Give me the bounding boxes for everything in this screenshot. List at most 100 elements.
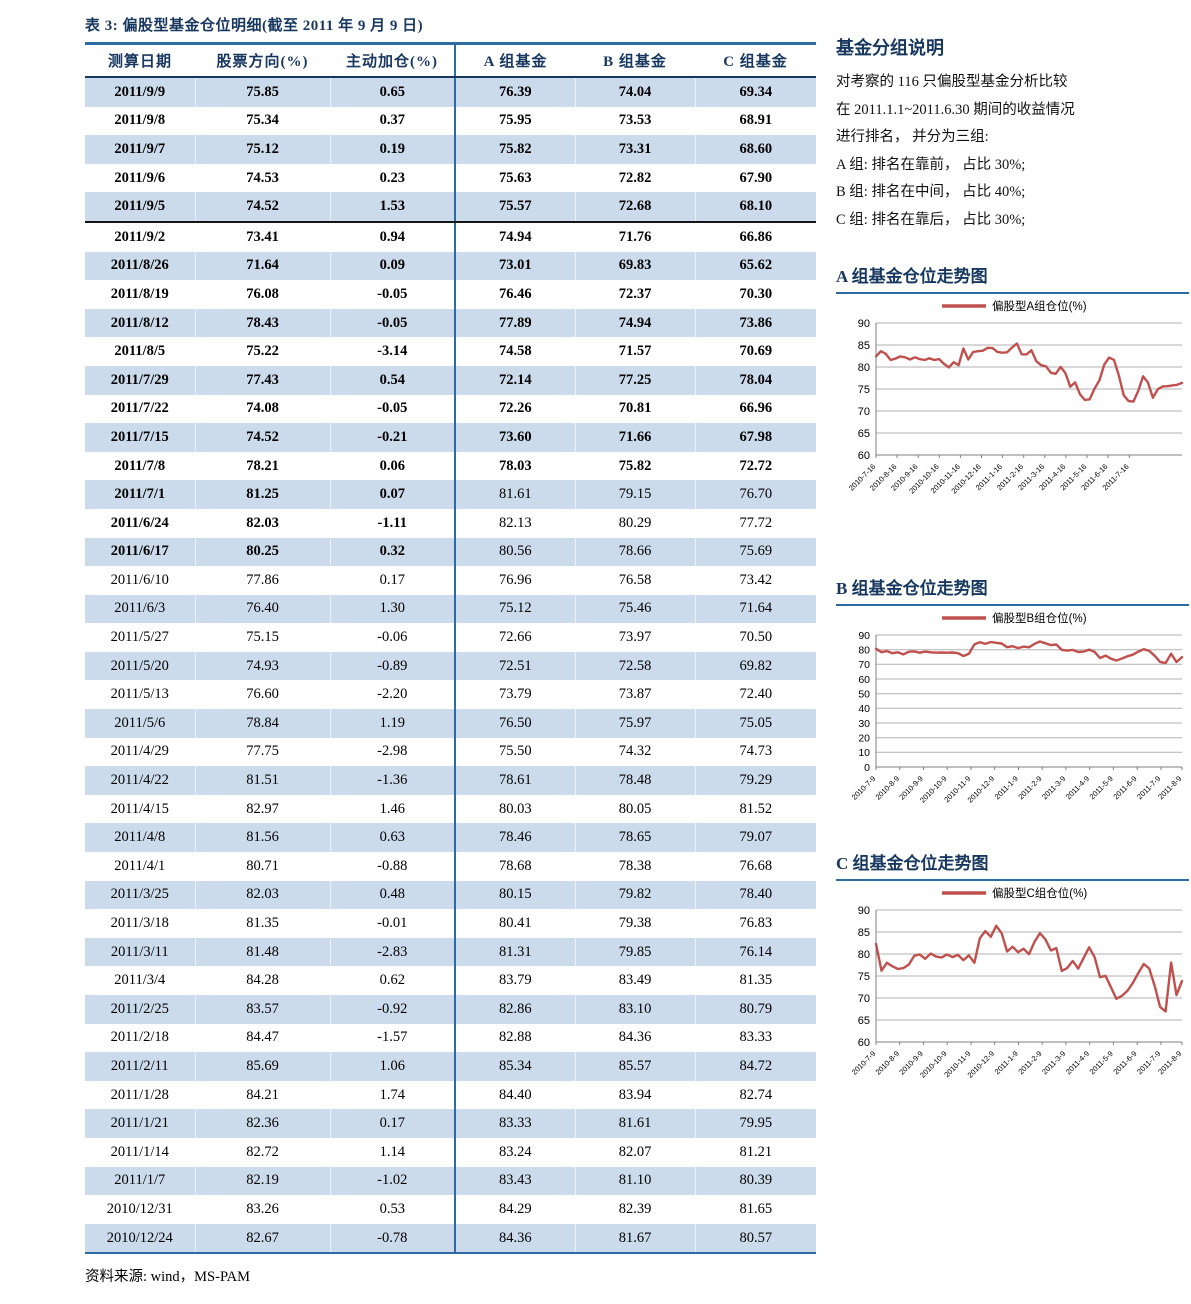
value-cell: 70.69 — [739, 343, 773, 360]
value-cell: 75.63 — [454, 163, 576, 193]
value-cell: 73.60 — [454, 423, 576, 452]
value-cell: 76.58 — [575, 566, 696, 595]
value-cell: 72.58 — [575, 651, 696, 681]
value-cell: 75.82 — [575, 451, 696, 481]
value-cell: 82.13 — [454, 508, 576, 538]
table-row: 2011/1/21 82.36 0.17 83.33 81.61 79.95 — [85, 1109, 816, 1138]
table-row: 2011/7/22 74.08 -0.05 72.26 70.81 66.96 — [85, 394, 816, 424]
right-panel: 基金分组说明 对考察的 116 只偏股型基金分析比较 在 2011.1.1~20… — [836, 28, 1189, 1288]
value-cell: -1.11 — [330, 508, 456, 538]
table-row: 2011/8/26 71.64 0.09 73.01 69.83 65.62 — [85, 251, 816, 281]
value-cell: 68.91 — [739, 112, 773, 129]
value-cell: 70.81 — [575, 394, 696, 424]
value-cell: 0.19 — [330, 135, 456, 164]
value-cell: 79.15 — [575, 480, 696, 509]
value-cell: 84.72 — [739, 1057, 773, 1074]
svg-text:60: 60 — [858, 450, 870, 462]
group-note-line: 对考察的 116 只偏股型基金分析比较 — [836, 74, 1068, 90]
value-cell: 81.51 — [195, 766, 331, 795]
date-cell: 2011/3/4 — [85, 966, 196, 995]
table-row: 2011/4/29 77.75 -2.98 75.50 74.32 74.73 — [85, 737, 816, 767]
value-cell: 84.40 — [454, 1080, 576, 1110]
value-cell: 84.29 — [454, 1195, 576, 1224]
table-header-row: 测算日期 股票方向(%) 主动加仓(%) A 组基金 B 组基金 C 组基金 — [85, 43, 816, 78]
table-row: 2011/7/1 81.25 0.07 81.61 79.15 76.70 — [85, 480, 816, 509]
date-cell: 2011/3/11 — [85, 937, 196, 967]
value-cell: 81.61 — [454, 480, 576, 509]
date-cell: 2011/7/8 — [85, 451, 196, 481]
value-cell: 85.57 — [575, 1052, 696, 1081]
date-cell: 2011/8/12 — [85, 308, 196, 338]
value-cell: 77.25 — [575, 365, 696, 395]
column-header: C 组基金 — [695, 43, 816, 78]
svg-text:2011-1-9: 2011-1-9 — [993, 774, 1020, 801]
value-cell: 0.48 — [330, 880, 456, 910]
value-cell: 69.82 — [739, 657, 773, 674]
date-cell: 2011/6/10 — [85, 566, 196, 595]
value-cell: 80.79 — [739, 1000, 773, 1017]
value-cell: -3.14 — [330, 337, 456, 366]
value-cell: 1.46 — [330, 794, 456, 824]
date-cell: 2011/4/22 — [85, 766, 196, 795]
value-cell: 81.31 — [454, 937, 576, 967]
value-cell: 78.46 — [454, 823, 576, 853]
table-row: 2011/1/28 84.21 1.74 84.40 83.94 82.74 — [85, 1080, 816, 1110]
value-cell: 82.88 — [454, 1023, 576, 1053]
svg-text:2011-3-9: 2011-3-9 — [1040, 774, 1067, 801]
value-cell: 78.61 — [454, 766, 576, 795]
value-cell: 78.68 — [454, 852, 576, 881]
value-cell: 65.62 — [739, 257, 773, 274]
value-cell: 73.86 — [739, 314, 773, 331]
value-cell: 0.32 — [330, 537, 456, 567]
date-cell: 2011/5/20 — [85, 651, 196, 681]
table-row: 2011/1/7 82.19 -1.02 83.43 81.10 80.39 — [85, 1166, 816, 1196]
value-cell: 84.28 — [195, 966, 331, 995]
value-cell: 73.79 — [454, 680, 576, 710]
value-cell: 0.06 — [330, 451, 456, 481]
value-cell: 77.86 — [195, 566, 331, 595]
svg-text:90: 90 — [858, 318, 870, 330]
svg-text:75: 75 — [858, 971, 870, 983]
svg-text:2011-8-9: 2011-8-9 — [1156, 774, 1183, 801]
value-cell: 72.14 — [454, 365, 576, 395]
value-cell: 81.52 — [739, 800, 773, 817]
value-cell: 84.47 — [195, 1023, 331, 1053]
value-cell: -0.92 — [330, 995, 456, 1024]
value-cell: -2.20 — [330, 680, 456, 710]
value-cell: 72.26 — [454, 394, 576, 424]
svg-text:90: 90 — [858, 905, 870, 917]
value-cell: 0.53 — [330, 1195, 456, 1224]
date-cell: 2011/4/15 — [85, 794, 196, 824]
svg-text:50: 50 — [858, 689, 870, 701]
value-cell: 1.53 — [330, 192, 456, 223]
value-cell: 79.29 — [739, 772, 773, 789]
date-cell: 2011/1/7 — [85, 1166, 196, 1196]
svg-text:2011-8-9: 2011-8-9 — [1156, 1049, 1183, 1076]
group-note-line: 进行排名， 并分为三组: — [836, 129, 989, 145]
value-cell: 76.50 — [454, 709, 576, 738]
group-note-line: B 组: 排名在中间， 占比 40%; — [836, 184, 1026, 200]
table-row: 2010/12/24 82.67 -0.78 84.36 81.67 80.57 — [85, 1223, 816, 1254]
value-cell: 81.61 — [575, 1109, 696, 1138]
column-header: 主动加仓(%) — [330, 43, 455, 78]
value-cell: 69.34 — [739, 83, 773, 100]
svg-text:2011-2-9: 2011-2-9 — [1016, 1049, 1043, 1076]
value-cell: 0.07 — [330, 480, 456, 509]
value-cell: 78.38 — [575, 852, 696, 881]
value-cell: 83.43 — [454, 1166, 576, 1196]
svg-text:2010-8-9: 2010-8-9 — [874, 1049, 902, 1077]
value-cell: 76.96 — [454, 566, 576, 595]
svg-text:70: 70 — [858, 406, 870, 418]
fund-position-table-section: 表 3: 偏股型基金仓位明细(截至 2011 年 9 月 9 日) 测算日期 股票… — [85, 14, 816, 1286]
value-cell: 82.36 — [195, 1109, 331, 1138]
value-cell: 74.53 — [195, 163, 331, 193]
value-cell: 74.94 — [454, 221, 576, 252]
value-cell: 81.21 — [739, 1143, 773, 1160]
value-cell: 76.46 — [454, 280, 576, 309]
value-cell: 79.95 — [739, 1115, 773, 1132]
value-cell: 0.63 — [330, 823, 456, 853]
svg-text:2011-6-9: 2011-6-9 — [1111, 1049, 1138, 1076]
value-cell: 78.84 — [195, 709, 331, 738]
table-row: 2011/6/24 82.03 -1.11 82.13 80.29 77.72 — [85, 508, 816, 538]
